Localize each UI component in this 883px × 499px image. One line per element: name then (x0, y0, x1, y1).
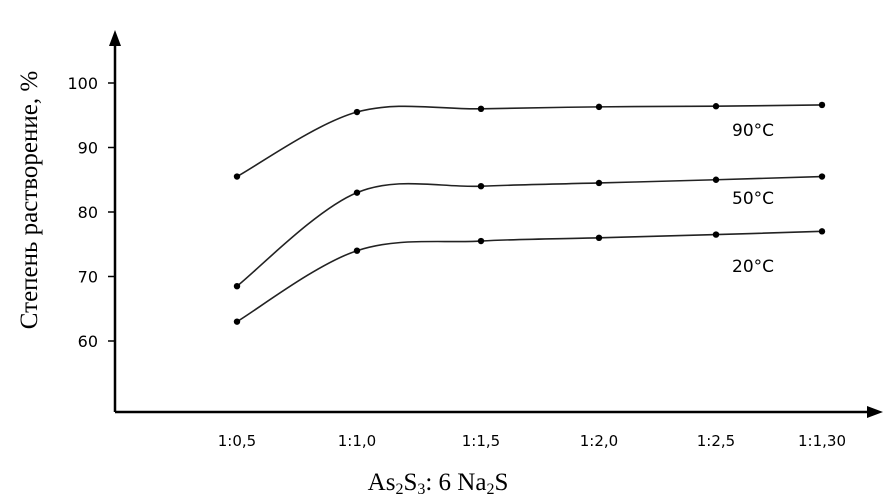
data-point (595, 179, 603, 187)
x-tick-label: 1:2,0 (580, 432, 618, 450)
series-line (236, 230, 823, 323)
data-point (818, 228, 826, 235)
series-line (236, 104, 823, 178)
x-ticks: 1:0,5 1:1,0 1:1,5 1:2,0 1:2,5 1:1,30 (218, 432, 846, 450)
data-point (818, 101, 826, 109)
data-point (712, 176, 720, 183)
series-label: 20°C (732, 257, 774, 277)
x-tick-label: 1:1,30 (798, 432, 846, 450)
data-point (233, 173, 241, 180)
data-point (595, 234, 603, 241)
x-tick-label: 1:1,5 (462, 432, 500, 450)
y-tick-label: 90 (78, 139, 98, 158)
y-axis-label: Степень растворение, % (16, 71, 43, 329)
data-point (353, 189, 361, 196)
data-point (818, 173, 826, 180)
data-point (477, 237, 485, 245)
x-tick-label: 1:0,5 (218, 432, 256, 450)
data-point (712, 231, 720, 238)
x-tick-label: 1:2,5 (697, 432, 735, 450)
data-point (233, 318, 241, 325)
data-point (353, 247, 361, 254)
series-label: 90°C (732, 121, 774, 141)
x-tick-label: 1:1,0 (338, 432, 376, 450)
axes (109, 30, 883, 418)
y-ticks: 60 70 80 90 100 (67, 74, 115, 351)
y-tick-label: 70 (78, 268, 98, 287)
series-label: 50°C (732, 189, 774, 209)
series-lines (236, 104, 823, 323)
y-tick-label: 100 (67, 74, 98, 93)
data-point (477, 183, 485, 190)
y-axis-arrow (109, 30, 121, 46)
series-points (233, 101, 826, 325)
x-axis-label: As2S3: 6 Na2S (368, 469, 509, 498)
x-axis-arrow (867, 406, 883, 418)
data-point (712, 103, 720, 110)
y-tick-label: 60 (78, 332, 98, 351)
y-tick-label: 80 (78, 203, 98, 222)
data-point (233, 282, 241, 290)
data-point (353, 108, 361, 116)
series-labels: 90°C 50°C 20°C (732, 121, 774, 277)
data-point (477, 105, 485, 113)
series-line (236, 175, 823, 287)
data-point (595, 103, 603, 111)
